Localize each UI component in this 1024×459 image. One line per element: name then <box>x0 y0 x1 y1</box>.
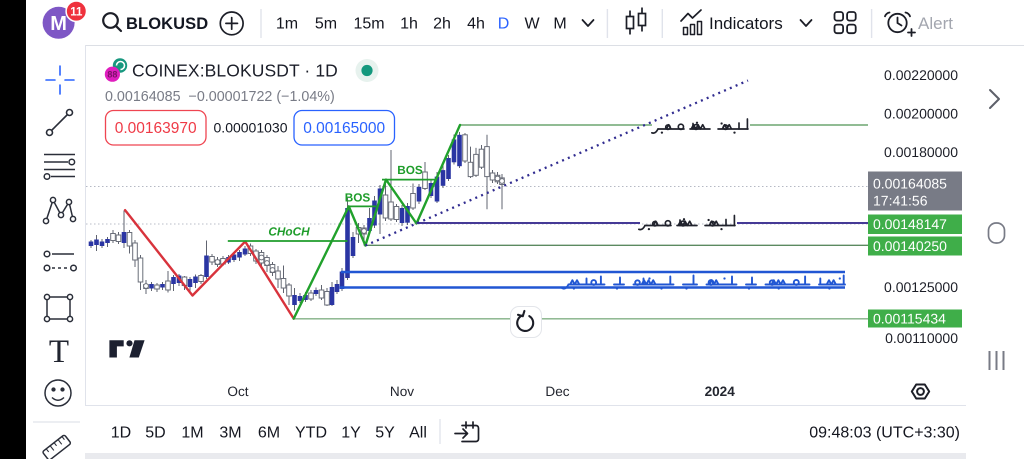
svg-text:W: W <box>524 16 540 33</box>
svg-text:3M: 3M <box>219 425 241 442</box>
svg-text:88: 88 <box>107 70 117 80</box>
svg-text:0.00165000: 0.00165000 <box>303 120 385 137</box>
svg-text:2024: 2024 <box>705 384 736 399</box>
svg-text:2h: 2h <box>433 16 451 33</box>
svg-text:0.00110000: 0.00110000 <box>885 330 958 346</box>
svg-text:BOS: BOS <box>345 191 371 205</box>
svg-text:BOS: BOS <box>397 163 423 177</box>
svg-text:5Y: 5Y <box>375 425 395 442</box>
svg-text:1h: 1h <box>400 16 418 33</box>
svg-text:0.00200000: 0.00200000 <box>884 106 958 122</box>
svg-text:YTD: YTD <box>295 425 327 442</box>
svg-text:Dec: Dec <box>545 384 569 399</box>
svg-text:M: M <box>50 13 67 35</box>
svg-text:4h: 4h <box>467 16 485 33</box>
svg-text:6M: 6M <box>258 425 280 442</box>
svg-text:Indicators: Indicators <box>709 14 783 33</box>
svg-text:17:41:56: 17:41:56 <box>873 193 928 209</box>
svg-text:1Y: 1Y <box>341 425 361 442</box>
svg-text:All: All <box>409 425 427 442</box>
svg-text:D: D <box>498 16 510 33</box>
svg-text:11: 11 <box>70 6 83 18</box>
svg-text:5m: 5m <box>315 16 337 33</box>
svg-text:0.00164085: 0.00164085 <box>873 176 947 192</box>
svg-text:0.00180000: 0.00180000 <box>884 144 958 160</box>
svg-text:15m: 15m <box>353 16 384 33</box>
svg-text:0.00220000: 0.00220000 <box>884 67 958 83</box>
svg-text:Oct: Oct <box>227 384 248 399</box>
svg-text:BLOKUSD: BLOKUSD <box>126 15 208 33</box>
svg-text:0.00148147: 0.00148147 <box>873 216 947 232</box>
svg-text:COINEX:BLOKUSDT · 1D: COINEX:BLOKUSDT · 1D <box>132 61 338 81</box>
svg-text:0.00115434: 0.00115434 <box>873 311 946 327</box>
svg-text:09:48:03 (UTC+3:30): 09:48:03 (UTC+3:30) <box>809 425 960 442</box>
svg-text:1m: 1m <box>276 16 298 33</box>
svg-text:Alert: Alert <box>918 14 953 33</box>
svg-text:M: M <box>553 16 566 33</box>
svg-text:0.00164085 −0.00001722 (−1.04: 0.00164085 −0.00001722 (−1.04%) <box>105 89 335 105</box>
svg-text:1D: 1D <box>111 425 131 442</box>
svg-text:0.00163970: 0.00163970 <box>115 120 197 137</box>
svg-text:T: T <box>49 334 69 370</box>
svg-text:0.00001030: 0.00001030 <box>214 120 288 136</box>
svg-text:5D: 5D <box>145 425 165 442</box>
svg-text:CHoCH: CHoCH <box>268 225 310 239</box>
svg-text:1M: 1M <box>181 425 203 442</box>
svg-text:Nov: Nov <box>390 384 414 399</box>
svg-text:0.00125000: 0.00125000 <box>884 279 958 295</box>
svg-text:0.00140250: 0.00140250 <box>873 238 947 254</box>
